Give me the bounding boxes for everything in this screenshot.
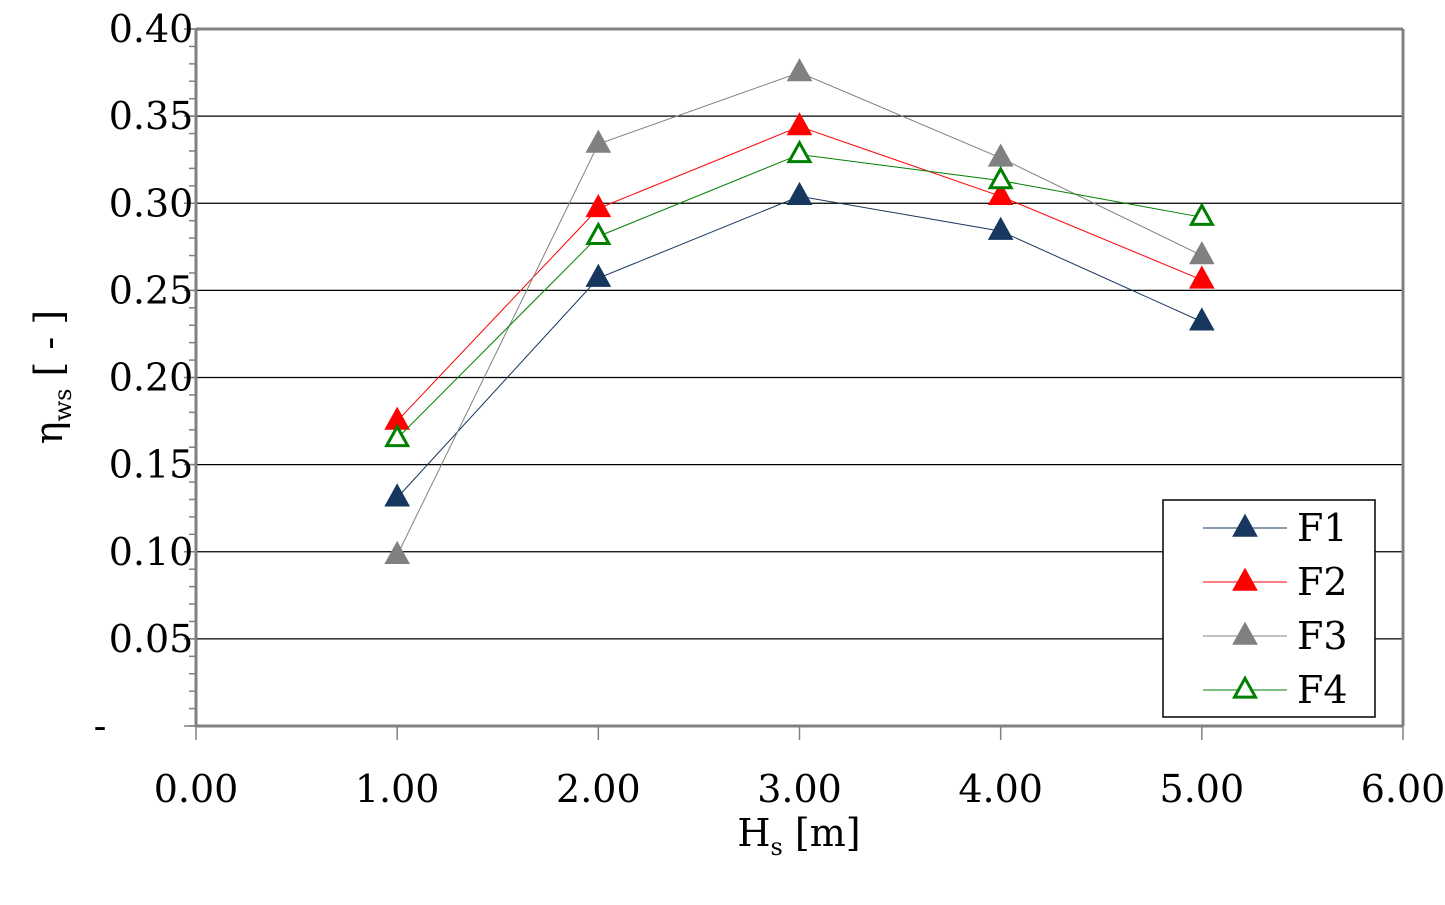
data-point-f4 — [585, 221, 612, 246]
x-axis-ticks: 0.00 1.00 2.00 3.00 4.00 5.00 6.00 — [154, 726, 1445, 811]
data-point-f4 — [987, 165, 1014, 190]
legend-box — [1162, 499, 1376, 718]
x-tick-label: 1.00 — [355, 767, 440, 811]
data-point-f2 — [1188, 265, 1215, 289]
data-point-f1 — [1188, 307, 1215, 331]
y-axis-ticks: -0.05 0.10 0.15 0.20 0.25 0.30 0.35 0.40 — [94, 7, 196, 748]
x-axis-title: Hs [m] — [737, 811, 860, 861]
data-point-f2 — [786, 112, 813, 136]
y-tick-label: - — [94, 704, 107, 748]
data-point-f1 — [786, 181, 813, 205]
x-tick-label: 3.00 — [757, 767, 842, 811]
legend-label-f3: F3 — [1297, 614, 1348, 658]
data-point-f1 — [987, 216, 1014, 240]
series-group — [384, 58, 1215, 564]
data-point-f1 — [585, 263, 612, 287]
x-tick-label: 0.00 — [154, 767, 239, 811]
data-point-f2 — [585, 194, 612, 218]
y-axis-title: ηws [ - ] — [27, 310, 77, 444]
legend-marker-f2 — [1232, 567, 1258, 591]
legend-label-f2: F2 — [1297, 560, 1348, 604]
y-tick-label: 0.40 — [109, 7, 194, 51]
x-tick-label: 2.00 — [556, 767, 641, 811]
legend-label-f4: F4 — [1297, 668, 1348, 712]
data-point-f3 — [585, 129, 612, 153]
data-point-f4 — [1188, 202, 1215, 226]
x-tick-label: 4.00 — [958, 767, 1043, 811]
x-tick-label: 6.00 — [1361, 767, 1445, 811]
legend-marker-f4 — [1231, 675, 1259, 699]
legend-label-f1: F1 — [1297, 506, 1348, 550]
y-tick-label: 0.35 — [109, 94, 194, 138]
data-point-f3 — [786, 58, 813, 82]
data-point-f4 — [384, 423, 411, 448]
y-tick-label: 0.30 — [109, 181, 194, 225]
y-tick-label: 0.20 — [109, 356, 194, 400]
legend-marker-f1 — [1232, 513, 1258, 537]
y-tick-label: 0.25 — [109, 268, 194, 312]
legend-marker-f3 — [1232, 621, 1258, 645]
data-point-f1 — [384, 483, 411, 507]
y-tick-label: 0.15 — [109, 443, 194, 487]
y-tick-label: 0.10 — [109, 530, 194, 574]
data-point-f2 — [987, 181, 1014, 205]
data-point-f4 — [786, 139, 813, 164]
data-point-f3 — [384, 540, 411, 564]
x-tick-label: 5.00 — [1160, 767, 1245, 811]
y-tick-label: 0.05 — [109, 617, 194, 661]
legend: F1 F2 F3 F4 — [1162, 499, 1376, 718]
data-point-f3 — [1188, 241, 1215, 265]
